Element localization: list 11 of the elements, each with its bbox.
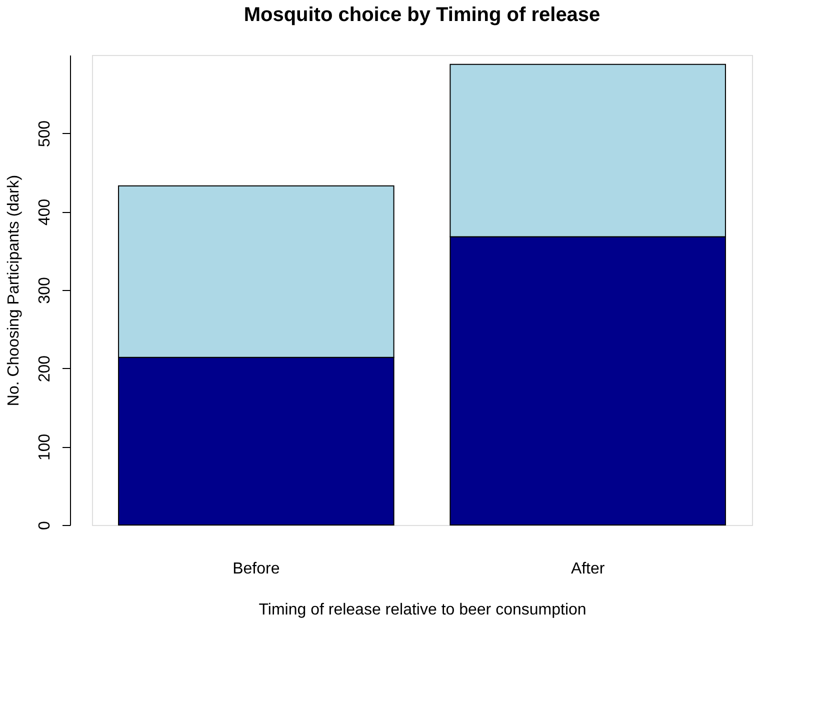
y-tick-label: 400 [36, 198, 54, 226]
y-tick-label: 300 [36, 277, 54, 304]
x-tick-label: After [570, 560, 606, 578]
y-tick-label: 200 [36, 355, 54, 382]
y-tick-label: 0 [36, 520, 54, 530]
chart-title: Mosquito choice by Timing of release [244, 4, 600, 26]
x-tick-label: Before [232, 560, 280, 578]
y-tick-label: 100 [36, 434, 54, 461]
x-axis-title: Timing of release relative to beer consumption [258, 602, 586, 618]
y-tick-label: 500 [36, 120, 54, 148]
y-axis-title: No. Choosing Participants (dark) [6, 174, 22, 406]
